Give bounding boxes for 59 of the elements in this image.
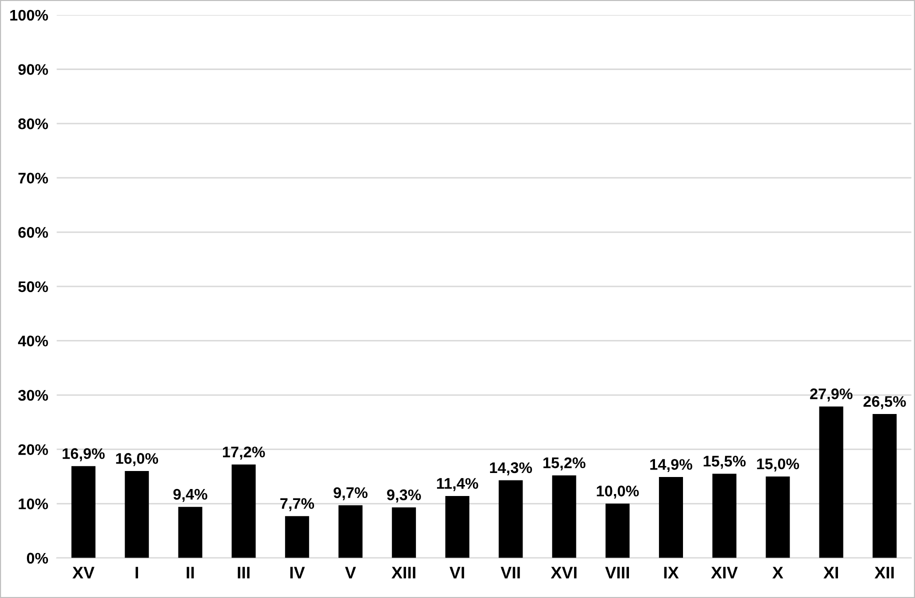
- x-tick-label: X: [772, 566, 784, 578]
- data-label: 14,9%: [650, 459, 692, 472]
- bar: [819, 406, 844, 558]
- bar: [124, 471, 149, 558]
- x-tick-label: XII: [874, 566, 894, 578]
- y-tick-label: 70%: [18, 172, 48, 184]
- x-tick-label: XIV: [711, 566, 738, 578]
- y-tick-label: 10%: [18, 498, 48, 510]
- x-tick-label: VIII: [605, 566, 629, 578]
- bar: [285, 516, 310, 558]
- y-tick-label: 80%: [18, 118, 48, 130]
- y-tick-label: 20%: [18, 444, 48, 456]
- bar: [498, 480, 523, 558]
- y-tick-label: 0%: [26, 552, 48, 564]
- x-tick-label: I: [136, 566, 138, 578]
- bar: [872, 414, 897, 558]
- data-label: 27,9%: [810, 388, 852, 402]
- data-label: 16,9%: [62, 448, 105, 462]
- bar: [232, 464, 256, 558]
- data-label: 10,0%: [596, 486, 639, 499]
- x-tick-label: XVI: [550, 566, 576, 578]
- bar: [445, 496, 470, 558]
- x-tick-label: VII: [500, 566, 520, 578]
- data-label: 15,0%: [757, 458, 800, 472]
- bar: [71, 466, 96, 558]
- bar: [766, 476, 790, 558]
- x-tick-label: XIII: [392, 566, 416, 578]
- data-label: 11,4%: [437, 478, 478, 492]
- data-label: 16,0%: [116, 453, 158, 466]
- bar: [658, 477, 683, 558]
- data-label: 17,2%: [222, 446, 265, 460]
- x-tick-label: III: [238, 566, 250, 578]
- x-tick-label: IX: [664, 566, 679, 578]
- bar: [338, 505, 363, 558]
- bar: [178, 506, 202, 558]
- y-tick-label: 50%: [18, 281, 48, 292]
- bar: [392, 507, 416, 558]
- data-label: 15,2%: [543, 457, 586, 470]
- data-label: 14,3%: [490, 462, 532, 476]
- bar: [552, 475, 576, 558]
- x-tick-label: XI: [823, 566, 838, 578]
- y-tick-label: 30%: [18, 390, 48, 401]
- data-label: 26,5%: [864, 396, 906, 410]
- y-tick-label: 100%: [10, 10, 48, 21]
- y-tick-label: 60%: [18, 227, 48, 238]
- bar: [606, 504, 630, 558]
- x-tick-label: IV: [290, 566, 305, 578]
- y-tick-label: 90%: [18, 64, 48, 75]
- data-label: 7,7%: [280, 498, 314, 512]
- bar: [712, 474, 736, 558]
- x-tick-label: II: [186, 566, 194, 578]
- data-label: 9,4%: [173, 488, 208, 502]
- data-label: 9,7%: [334, 487, 368, 500]
- x-tick-label: VI: [450, 566, 464, 578]
- data-label: 15,5%: [704, 456, 746, 469]
- y-tick-label: 40%: [18, 336, 48, 346]
- data-label: 9,3%: [387, 489, 421, 502]
- x-tick-label: XV: [72, 566, 94, 578]
- x-tick-label: V: [345, 566, 356, 578]
